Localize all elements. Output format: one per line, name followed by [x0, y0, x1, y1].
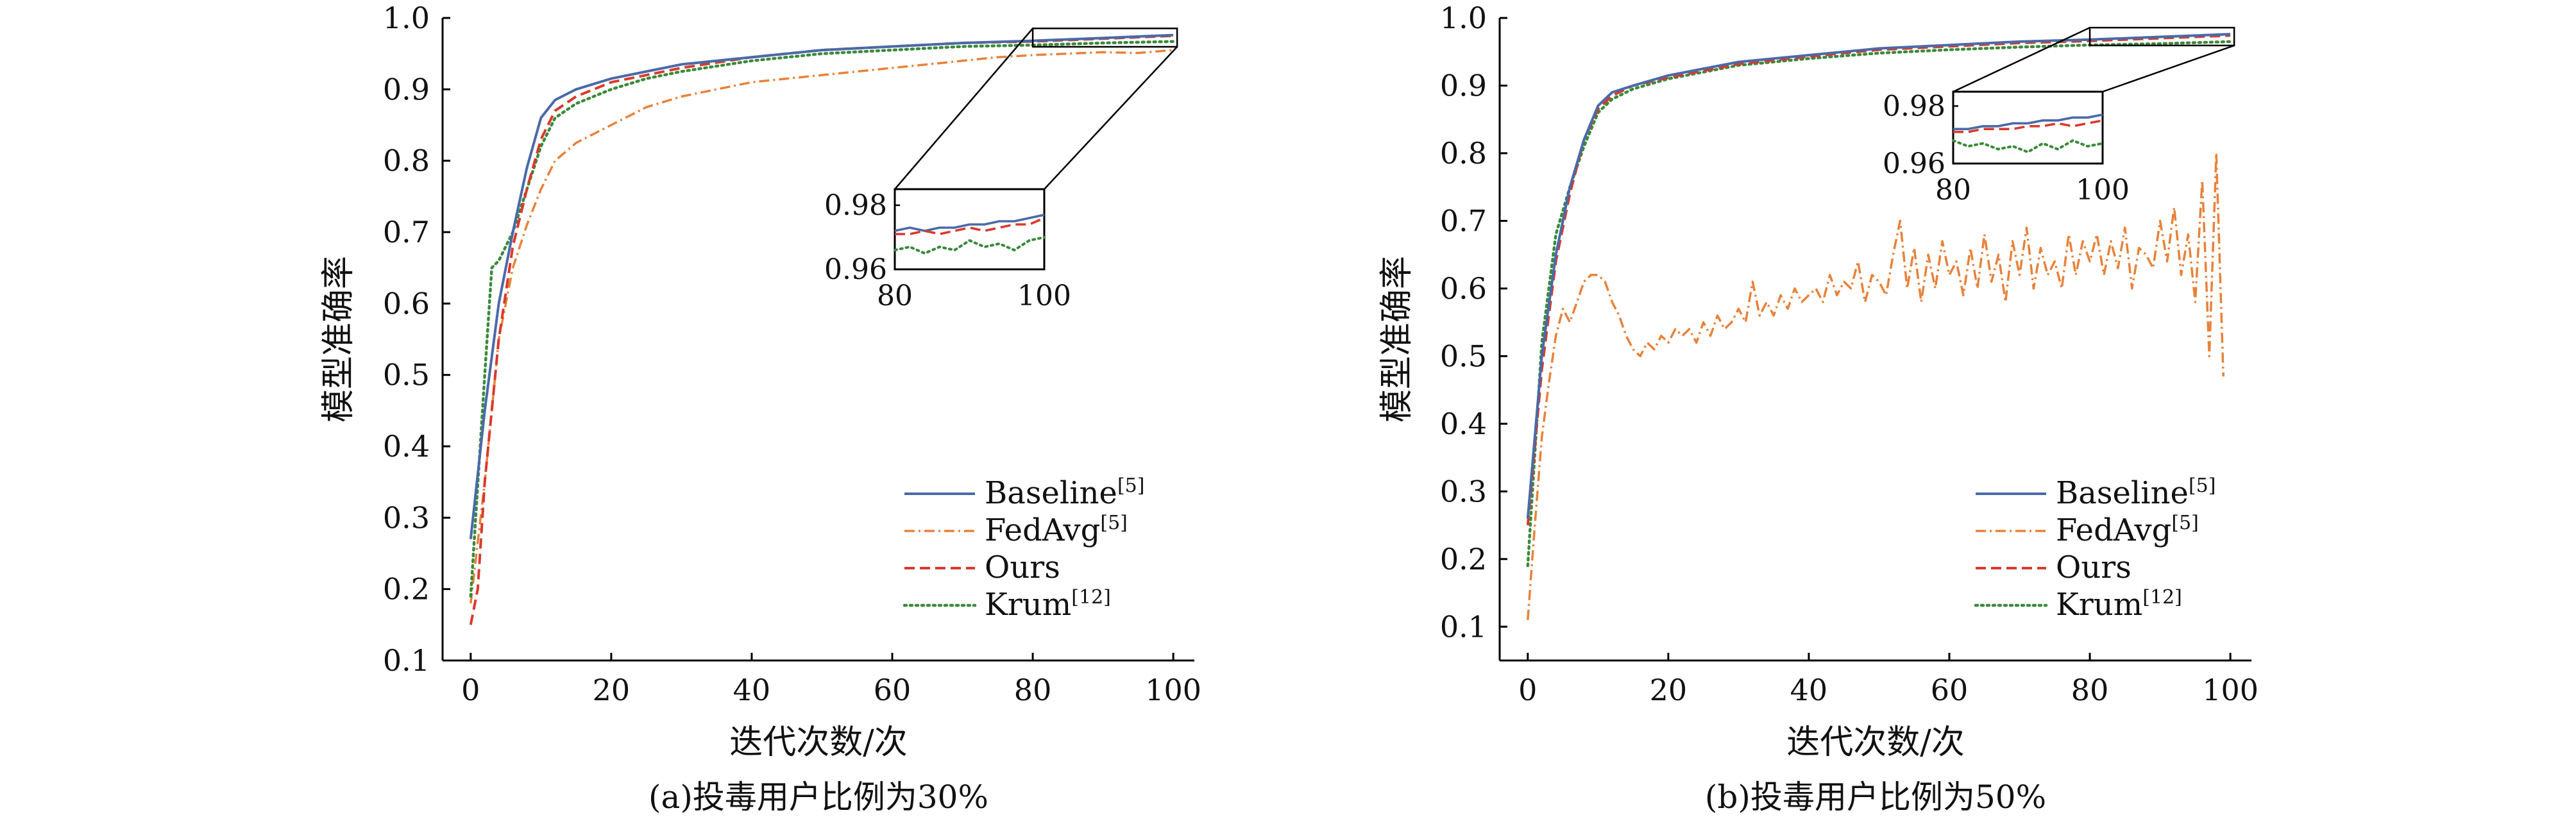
inset-y-tick-label: 0.98: [1883, 90, 1945, 122]
series-line-baseline: [1526, 33, 2231, 519]
legend-label-ours: Ours: [2056, 550, 2131, 585]
y-tick-label: 0.2: [1440, 542, 1487, 576]
inset-y-tick-label: 0.96: [824, 253, 887, 286]
x-tick-label: 0: [1518, 673, 1537, 707]
x-tick-label: 40: [1790, 673, 1828, 707]
legend-citation: [5]: [2171, 512, 2199, 534]
zoom-region-box: [2089, 26, 2235, 47]
y-tick-label: 0.8: [1440, 136, 1487, 171]
legend-citation: [12]: [1071, 586, 1111, 609]
series-line-ours: [1526, 34, 2231, 526]
x-tick-label: 100: [1145, 673, 1201, 707]
y-tick-label: 0.3: [383, 500, 430, 535]
inset-x-tick-label: 100: [2076, 174, 2130, 206]
inset-series-line-baseline: [1953, 114, 2103, 130]
series-line-baseline: [469, 33, 1174, 539]
legend-label-krum: Krum[12]: [2056, 586, 2182, 623]
legend-citation: [5]: [1117, 475, 1145, 497]
inset-series-line-ours: [1953, 119, 2103, 133]
x-tick-label: 80: [2071, 673, 2109, 707]
inset-x-tick-label: 100: [1017, 280, 1071, 312]
y-tick-label: 0.3: [1440, 474, 1487, 509]
y-tick-label: 0.8: [383, 144, 430, 178]
zoom-region-box: [1031, 28, 1178, 48]
inset-series-line-baseline: [894, 214, 1045, 232]
y-tick-label: 0.9: [1440, 68, 1487, 103]
series-line-krum: [469, 40, 1175, 598]
y-tick-label: 0.1: [1440, 609, 1487, 644]
y-tick-label: 0.4: [383, 429, 430, 464]
chart-caption: (a)投毒用户比例为30%: [648, 778, 988, 816]
zoom-connector-line: [1953, 26, 2090, 93]
zoom-connector-line: [894, 28, 1034, 190]
y-tick-label: 1.0: [1440, 1, 1487, 35]
inset-series-line-krum: [893, 235, 1046, 255]
x-axis-label: 迭代次数/次: [1786, 723, 1965, 762]
legend-label-fedavg: FedAvg[5]: [2056, 512, 2199, 548]
legend-label-baseline: Baseline[5]: [2056, 475, 2216, 511]
x-tick-label: 20: [593, 673, 631, 707]
inset-plot: 0.96 0.98 80 100: [824, 188, 1071, 312]
y-tick-label: 0.5: [383, 358, 430, 392]
inset-y-tick-label: 0.98: [824, 189, 887, 222]
chart-b: 0.1 0.2 0.3 0.4 0.5 0.6 0.7 0.8 0.9 1.0 0 20 40 60 80 1…: [1378, 1, 2258, 816]
x-tick-label: 0: [461, 673, 480, 707]
zoom-connector-line: [1044, 46, 1178, 190]
y-tick-label: 0.7: [1440, 203, 1487, 238]
legend-citation: [5]: [1100, 512, 1128, 534]
inset-x-tick-label: 80: [1935, 174, 1971, 206]
chart-a: 0.1 0.2 0.3 0.4 0.5 0.6 0.7 0.8 0.9 1.0 0 20 40 60 80 1…: [319, 1, 1201, 816]
legend-label-krum: Krum[12]: [985, 586, 1111, 623]
x-axis-label: 迭代次数/次: [729, 723, 908, 762]
x-tick-label: 60: [1931, 673, 1969, 707]
legend-label-baseline: Baseline[5]: [985, 475, 1144, 511]
chart-caption: (b)投毒用户比例为50%: [1705, 778, 2046, 816]
y-tick-label: 0.4: [1440, 407, 1487, 441]
legend-label-fedavg: FedAvg[5]: [985, 512, 1128, 548]
x-tick-label: 20: [1650, 673, 1688, 707]
y-tick-label: 0.7: [383, 215, 430, 249]
y-tick-label: 0.1: [383, 643, 430, 678]
x-tick-label: 60: [874, 673, 911, 707]
legend-citation: [12]: [2142, 586, 2182, 609]
inset-y-tick-label: 0.96: [1883, 147, 1945, 180]
legend-label-ours: Ours: [985, 550, 1060, 585]
y-axis-label: 模型准确率: [1378, 256, 1416, 423]
legend-citation: [5]: [2189, 475, 2216, 497]
x-tick-label: 40: [733, 673, 771, 707]
y-tick-label: 0.9: [383, 72, 430, 106]
inset-series-line-ours: [895, 217, 1045, 235]
inset-series-line-krum: [1951, 139, 2105, 154]
y-tick-label: 0.6: [1440, 271, 1487, 306]
inset-x-tick-label: 80: [877, 280, 913, 312]
series-line-fedavg: [470, 49, 1174, 604]
x-tick-label: 100: [2202, 673, 2258, 707]
y-tick-label: 0.2: [383, 572, 430, 607]
inset-plot: 0.96 0.98 80 100: [1883, 90, 2130, 206]
y-axis-label: 模型准确率: [319, 256, 358, 423]
y-tick-label: 0.5: [1440, 339, 1487, 373]
x-tick-label: 80: [1014, 673, 1052, 707]
y-tick-label: 1.0: [383, 1, 430, 35]
zoom-connector-line: [2102, 44, 2235, 93]
y-tick-label: 0.6: [383, 286, 430, 321]
